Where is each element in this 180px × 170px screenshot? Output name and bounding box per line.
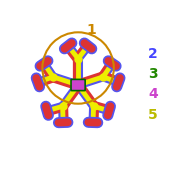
- FancyBboxPatch shape: [71, 79, 85, 91]
- Text: 1: 1: [87, 23, 97, 37]
- Text: 2: 2: [148, 47, 158, 61]
- Text: 4: 4: [148, 87, 158, 101]
- Text: 5: 5: [148, 108, 158, 122]
- Text: 3: 3: [148, 67, 158, 81]
